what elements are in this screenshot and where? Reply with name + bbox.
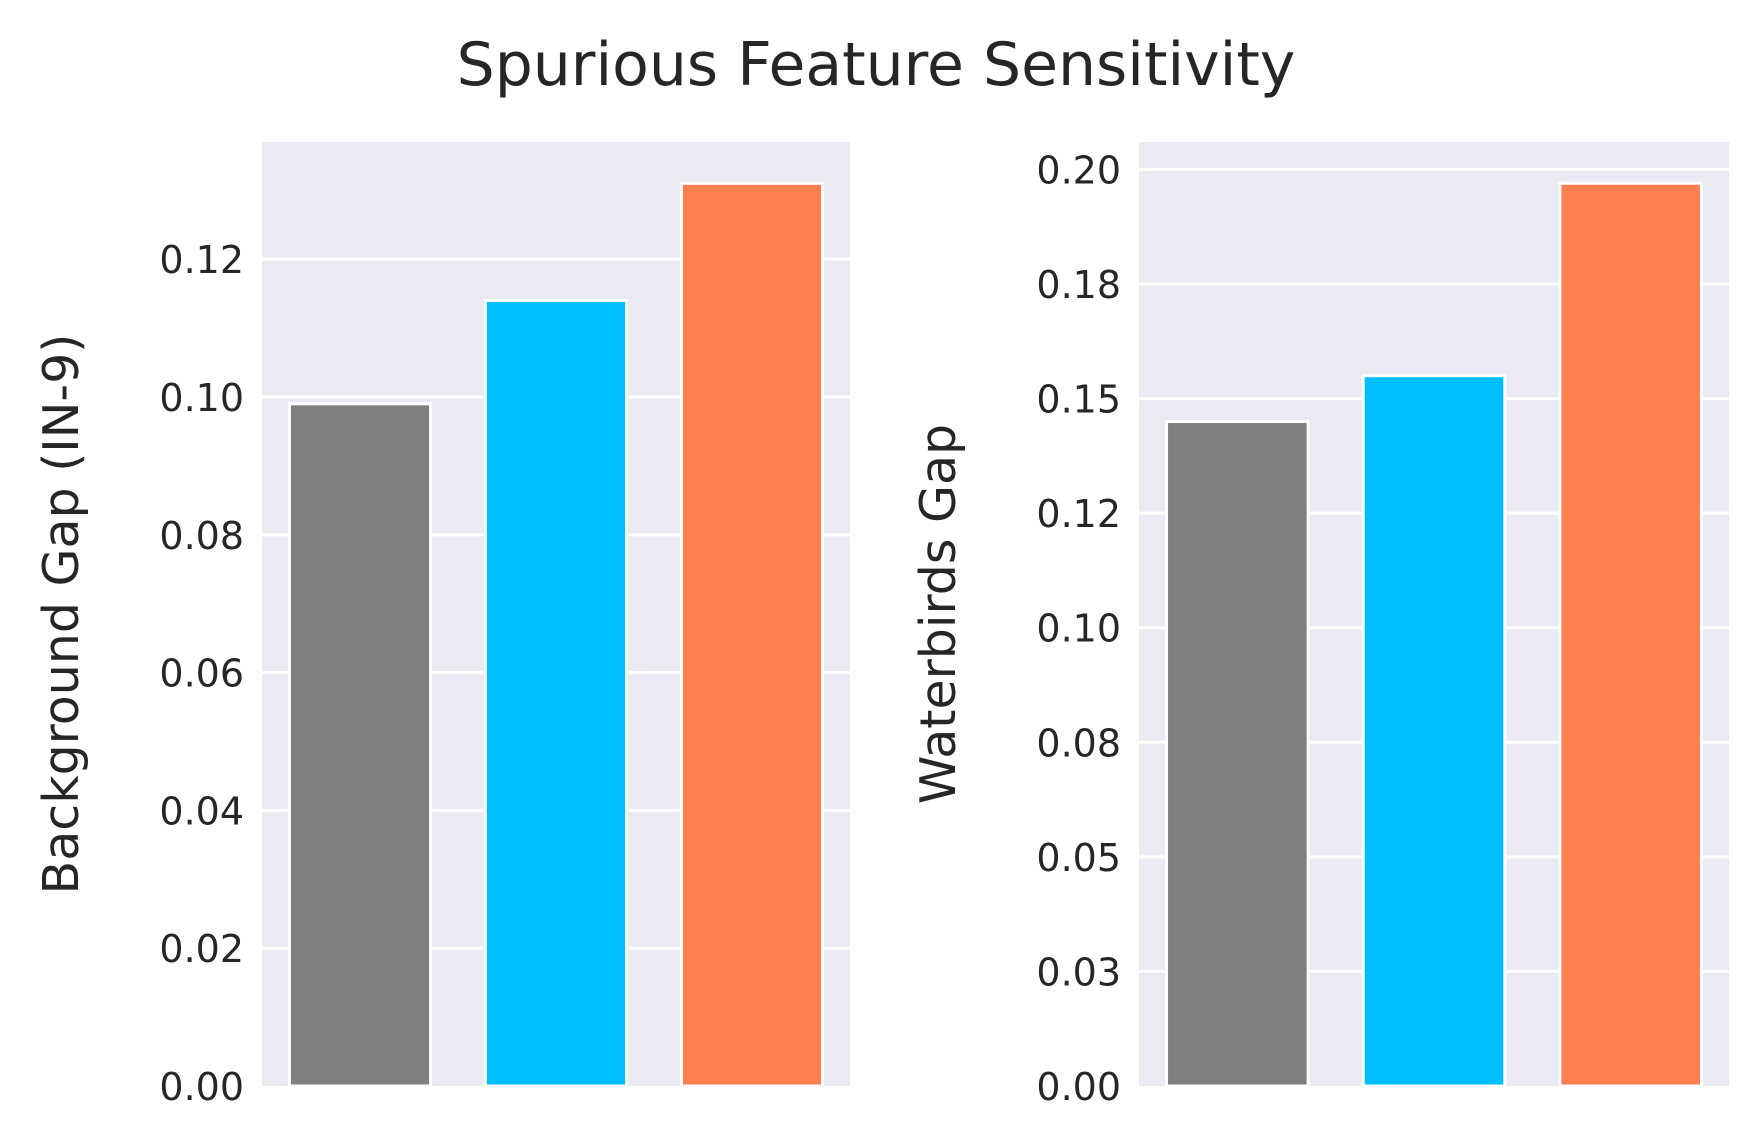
y-tick-label: 0.20 [1036,148,1121,192]
y-tick-label: 0.06 [159,652,244,696]
y-tick-label: 0.03 [1036,950,1121,994]
y-axis-label-right: Waterbirds Gap [910,424,967,804]
bar-left-1 [287,402,433,1088]
y-tick-label: 0.18 [1036,263,1121,307]
bar-left-2 [483,298,629,1088]
y-axis-label-left: Background Gap (IN-9) [33,334,90,895]
figure-title: Spurious Feature Sensitivity [457,30,1296,100]
chart-right: 0.00 0.03 0.05 0.08 0.10 0.12 0.15 0.18 0.20 Wat… [910,142,1729,1109]
y-tick-label: 0.00 [1036,1065,1121,1109]
y-tick-label: 0.12 [1036,492,1121,536]
y-tick-label: 0.05 [1036,836,1121,880]
y-tick-label: 0.08 [159,514,244,558]
y-ticks-left: 0.00 0.02 0.04 0.06 0.08 0.10 0.12 [159,238,244,1109]
y-tick-label: 0.02 [159,927,244,971]
y-tick-label: 0.08 [1036,721,1121,765]
y-tick-label: 0.10 [1036,607,1121,651]
y-tick-label: 0.00 [159,1065,244,1109]
bar-left-3 [679,181,825,1088]
bar-right-1 [1165,420,1310,1088]
y-tick-label: 0.12 [159,238,244,282]
y-tick-label: 0.15 [1036,378,1121,422]
chart-left: 0.00 0.02 0.04 0.06 0.08 0.10 0.12 Background … [33,142,850,1109]
y-tick-label: 0.10 [159,376,244,420]
bar-right-3 [1558,181,1703,1088]
y-ticks-right: 0.00 0.03 0.05 0.08 0.10 0.12 0.15 0.18 0.20 [1036,148,1121,1109]
y-tick-label: 0.04 [159,789,244,833]
bar-right-2 [1361,374,1507,1088]
bars-right [1165,181,1703,1088]
bars-left [287,181,825,1088]
